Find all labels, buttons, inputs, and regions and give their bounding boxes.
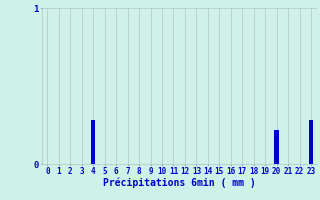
Bar	[274, 130, 279, 164]
Bar	[309, 120, 313, 164]
X-axis label: Précipitations 6min ( mm ): Précipitations 6min ( mm )	[103, 177, 256, 188]
Bar	[91, 120, 95, 164]
